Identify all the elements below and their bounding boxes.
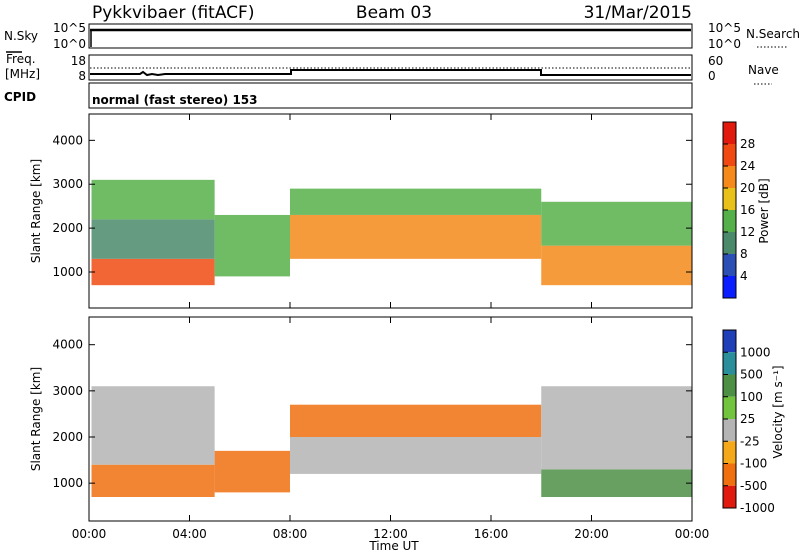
- x-tick-label: 04:00: [172, 527, 207, 541]
- power-y-ticks: 1000 2000 3000 4000: [52, 133, 692, 279]
- power-panel: [91, 179, 692, 286]
- nsky-label: N.Sky: [4, 29, 38, 43]
- y-tick-label: 4000: [52, 133, 83, 147]
- colorbar-swatch: [723, 122, 736, 144]
- colorbar-swatch: [723, 276, 736, 298]
- date-title: 31/Mar/2015: [584, 3, 692, 23]
- colorbar-swatch: [723, 352, 736, 375]
- velocity-y-ticks: 1000 2000 3000 4000: [52, 338, 692, 490]
- colorbar-tick-label: -25: [740, 434, 760, 448]
- colorbar-tick-label: 24: [740, 159, 755, 173]
- colorbar-tick-label: -1000: [740, 501, 775, 515]
- data-band: [290, 437, 542, 474]
- data-band: [541, 469, 692, 497]
- nsky-strip-frame: [88, 23, 693, 49]
- colorbar-tick-label: 12: [740, 225, 755, 239]
- nsearch-tick-hi: 10^5: [708, 21, 741, 35]
- x-tick-label: 20:00: [574, 527, 609, 541]
- y-tick-label: 3000: [52, 177, 83, 191]
- colorbar-tick-label: 8: [740, 247, 748, 261]
- x-tick-label: 08:00: [273, 527, 308, 541]
- freq-label-line1: Freq.: [6, 52, 36, 66]
- data-band: [91, 179, 215, 220]
- velocity-panel: [91, 386, 692, 497]
- x-tick-label: 00:00: [675, 527, 710, 541]
- y-tick-label: 4000: [52, 338, 83, 352]
- x-tick-label: 00:00: [72, 527, 107, 541]
- colorbar-tick-label: -100: [740, 457, 767, 471]
- y-tick-label: 1000: [52, 476, 83, 490]
- colorbar-swatch: [723, 463, 736, 486]
- power-colorbar-label: Power [dB]: [757, 178, 771, 243]
- colorbar-swatch: [723, 374, 736, 397]
- beam-title: Beam 03: [356, 3, 432, 23]
- colorbar-tick-label: 500: [740, 368, 763, 382]
- data-band: [214, 450, 290, 493]
- power-ylabel: Slant Range [km]: [29, 159, 43, 263]
- nsky-tick-hi: 10^5: [53, 21, 86, 35]
- y-tick-label: 1000: [52, 265, 83, 279]
- nave-tick-lo: 0: [708, 69, 716, 83]
- station-title: Pykkvibaer (fitACF): [92, 3, 254, 23]
- data-band: [290, 404, 542, 437]
- nsky-tick-lo: 10^0: [53, 37, 86, 51]
- colorbar-swatch: [723, 419, 736, 442]
- y-tick-label: 3000: [52, 384, 83, 398]
- colorbar-swatch: [723, 166, 736, 188]
- colorbar-swatch: [723, 144, 736, 166]
- cpid-value: normal (fast stereo) 153: [92, 93, 258, 107]
- colorbar-swatch: [723, 330, 736, 353]
- data-band: [91, 258, 215, 286]
- data-band: [290, 214, 542, 259]
- velocity-colorbar-label: Velocity [m s⁻¹]: [771, 365, 785, 458]
- colorbar-tick-label: 4: [740, 269, 748, 283]
- x-tick-label: 16:00: [474, 527, 509, 541]
- data-band: [290, 188, 542, 215]
- colorbar-tick-label: 100: [740, 390, 763, 404]
- data-band: [541, 201, 692, 246]
- y-tick-label: 2000: [52, 221, 83, 235]
- colorbar-swatch: [723, 396, 736, 419]
- nave-tick-hi: 60: [708, 54, 723, 68]
- data-band: [541, 386, 692, 470]
- data-band: [91, 386, 215, 465]
- colorbar-swatch: [723, 188, 736, 210]
- cpid-strip-frame: [88, 82, 693, 109]
- colorbar-tick-label: 1000: [740, 345, 771, 359]
- data-band: [214, 214, 290, 277]
- nsearch-label: N.Search: [746, 27, 800, 41]
- data-band: [541, 245, 692, 286]
- colorbar-tick-label: 25: [740, 412, 755, 426]
- colorbar-swatch: [723, 254, 736, 276]
- freq-strip-frame: [88, 54, 693, 81]
- velocity-ylabel: Slant Range [km]: [29, 367, 43, 471]
- colorbar-swatch: [723, 210, 736, 232]
- colorbar-tick-label: 28: [740, 137, 755, 151]
- cpid-label: CPID: [4, 90, 36, 104]
- freq-tick-lo: 8: [78, 69, 86, 83]
- data-band: [91, 219, 215, 259]
- velocity-colorbar: 1000 500 100 25 -25 -100 -500 -1000: [722, 329, 775, 515]
- data-band: [91, 464, 215, 497]
- nave-label: Nave: [748, 63, 779, 77]
- power-colorbar: 4 8 12 16 20 24 28: [722, 121, 755, 299]
- freq-tick-hi: 18: [71, 54, 86, 68]
- colorbar-swatch: [723, 441, 736, 464]
- freq-series-line: [90, 69, 691, 77]
- colorbar-swatch: [723, 485, 736, 508]
- x-axis-label: Time UT: [368, 539, 419, 553]
- colorbar-tick-label: 20: [740, 181, 755, 195]
- colorbar-swatch: [723, 232, 736, 254]
- colorbar-tick-label: 16: [740, 203, 755, 217]
- nsearch-tick-lo: 10^0: [708, 37, 741, 51]
- freq-label-line2: [MHz]: [5, 67, 40, 81]
- colorbar-tick-label: -500: [740, 479, 767, 493]
- y-tick-label: 2000: [52, 430, 83, 444]
- x-tick-label: 12:00: [373, 527, 408, 541]
- x-ticks: 00:00 04:00 08:00 12:00 16:00 20:00 00:00: [72, 114, 710, 541]
